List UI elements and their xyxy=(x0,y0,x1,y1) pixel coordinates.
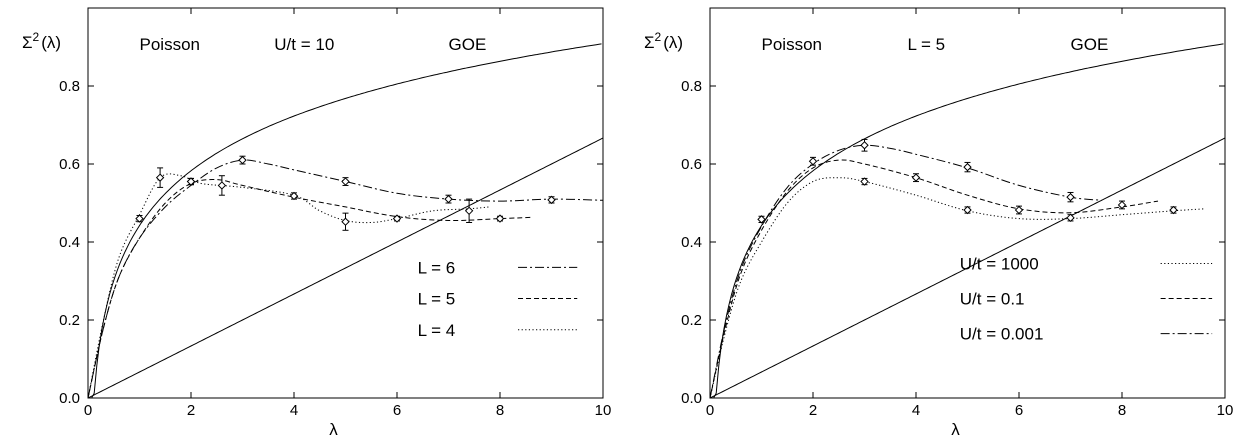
y-tick-label: 0.6 xyxy=(59,156,80,173)
data-point xyxy=(963,162,972,172)
data-point xyxy=(186,177,196,186)
goe-curve xyxy=(88,43,602,398)
curves xyxy=(710,43,1225,398)
y-tick-label: 0.2 xyxy=(59,312,80,329)
data-point xyxy=(1066,213,1075,223)
annotation-goe: GOE xyxy=(449,35,487,54)
data-point xyxy=(860,141,869,150)
data-point xyxy=(289,191,299,201)
legend-label: U/t = 1000 xyxy=(960,254,1039,273)
x-tick-label: 0 xyxy=(84,402,92,419)
data-point xyxy=(547,195,556,205)
series-line-2 xyxy=(88,179,531,398)
legend-label: U/t = 0.1 xyxy=(960,290,1025,309)
annotation-param: U/t = 10 xyxy=(274,35,334,54)
y-axis-label-sup: 2 xyxy=(655,30,662,44)
data-point xyxy=(1169,205,1178,215)
data-point xyxy=(392,214,402,223)
y-tick-label: 0.0 xyxy=(681,390,702,407)
x-tick-label: 6 xyxy=(1015,402,1023,419)
data-point xyxy=(1014,205,1024,215)
x-axis-label: λ xyxy=(951,420,960,439)
series-line-1 xyxy=(710,177,1205,398)
y-tick-label: 0.2 xyxy=(681,312,702,329)
data-point xyxy=(341,177,350,186)
data-point xyxy=(495,214,505,223)
x-tick-label: 8 xyxy=(1118,402,1126,419)
data-point xyxy=(135,214,144,223)
plot-frame xyxy=(709,7,1226,399)
y-axis-label: Σ2 (λ) xyxy=(22,30,61,52)
data-point xyxy=(238,155,247,165)
annotation-goe: GOE xyxy=(1071,35,1109,54)
x-tick-label: 0 xyxy=(706,402,714,419)
data-point xyxy=(808,157,818,166)
y-tick-label: 0.0 xyxy=(59,390,80,407)
y-axis-label-main: Σ xyxy=(644,33,655,52)
annotation-poisson: Poisson xyxy=(762,35,822,54)
legend-label: U/t = 0.001 xyxy=(960,325,1044,344)
y-axis-label-arg: (λ) xyxy=(663,33,683,52)
data-point xyxy=(963,205,972,215)
data-point xyxy=(155,173,165,182)
data-point xyxy=(464,206,474,216)
data-point xyxy=(341,217,350,226)
poisson-curve xyxy=(710,137,1225,398)
legend-label: L = 5 xyxy=(418,290,456,309)
y-axis-label-arg: (λ) xyxy=(41,33,61,52)
curves xyxy=(88,43,603,398)
data-point xyxy=(1066,192,1075,202)
x-tick-label: 4 xyxy=(912,402,920,419)
annotation-poisson: Poisson xyxy=(140,35,200,54)
goe-curve xyxy=(710,43,1224,398)
plot-frame xyxy=(87,7,604,399)
data-point xyxy=(911,173,921,182)
series-line-1 xyxy=(88,159,603,398)
x-tick-label: 8 xyxy=(496,402,504,419)
x-tick-label: 10 xyxy=(595,402,612,419)
x-tick-label: 6 xyxy=(393,402,401,419)
legend: U/t = 1000 U/t = 0.1 U/t = 0.001 xyxy=(960,254,1213,344)
y-tick-label: 0.8 xyxy=(681,78,702,95)
y-tick-label: 0.6 xyxy=(681,156,702,173)
data-point xyxy=(217,181,227,190)
data-point xyxy=(860,177,869,186)
series-line-3 xyxy=(88,173,490,398)
y-axis-label-main: Σ xyxy=(22,33,33,52)
y-axis-label: Σ2 (λ) xyxy=(644,30,683,52)
annotation-param: L = 5 xyxy=(907,35,945,54)
y-axis-label-sup: 2 xyxy=(33,30,40,44)
data-point xyxy=(444,194,453,204)
y-tick-label: 0.4 xyxy=(59,234,80,251)
y-tick-label: 0.8 xyxy=(59,78,80,95)
x-axis-label: λ xyxy=(329,420,338,439)
series-line-3 xyxy=(710,144,1102,398)
legend-label: L = 4 xyxy=(418,321,456,340)
data-point xyxy=(757,215,766,224)
x-tick-label: 4 xyxy=(290,402,298,419)
legend: L = 6 L = 5 L = 4 xyxy=(418,258,578,340)
poisson-curve xyxy=(88,137,603,398)
legend-label: L = 6 xyxy=(418,258,456,277)
x-tick-label: 2 xyxy=(809,402,817,419)
x-tick-label: 10 xyxy=(1217,402,1234,419)
data-point xyxy=(1117,200,1127,210)
series-line-2 xyxy=(710,159,1159,398)
x-tick-label: 2 xyxy=(187,402,195,419)
y-tick-label: 0.4 xyxy=(681,234,702,251)
